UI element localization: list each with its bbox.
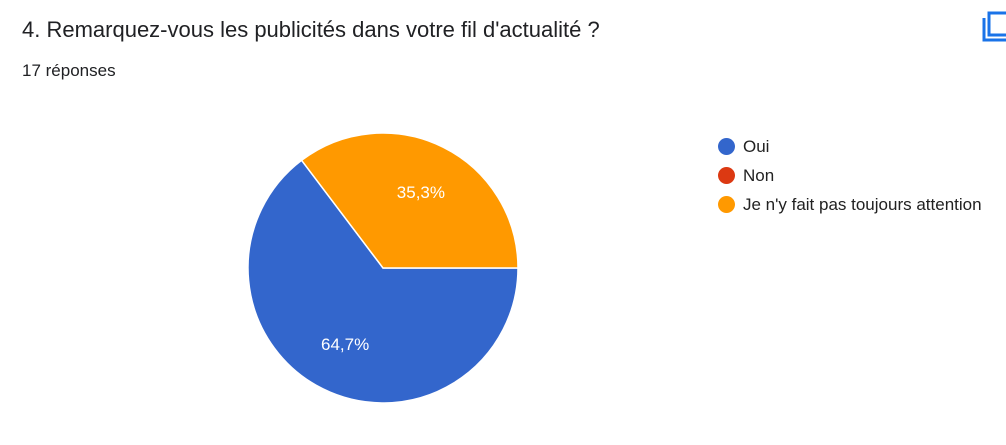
chart-legend: Oui Non Je n'y fait pas toujours attention — [718, 132, 982, 219]
pie-slice-2[interactable] — [300, 132, 519, 269]
pie-slice-0[interactable] — [247, 159, 519, 404]
copy-chart-button[interactable] — [976, 6, 1006, 46]
pie-slice-label-2: 35,3% — [397, 183, 445, 202]
copy-chart-icon — [982, 11, 1006, 42]
legend-label-1: Non — [743, 165, 775, 185]
legend-item-0[interactable]: Oui — [718, 132, 982, 161]
legend-swatch-2 — [718, 196, 735, 213]
legend-item-2[interactable]: Je n'y fait pas toujours attention — [718, 190, 982, 219]
legend-label-0: Oui — [743, 136, 770, 156]
pie-slice-label-0: 64,7% — [321, 335, 369, 354]
legend-swatch-1 — [718, 167, 735, 184]
question-title: 4. Remarquez-vous les publicités dans vo… — [22, 17, 600, 42]
legend-label-2: Je n'y fait pas toujours attention — [743, 194, 982, 214]
pie-chart: 64,7% 35,3% — [247, 132, 519, 404]
legend-swatch-0 — [718, 138, 735, 155]
response-count: 17 réponses — [22, 61, 116, 80]
legend-item-1[interactable]: Non — [718, 161, 982, 190]
